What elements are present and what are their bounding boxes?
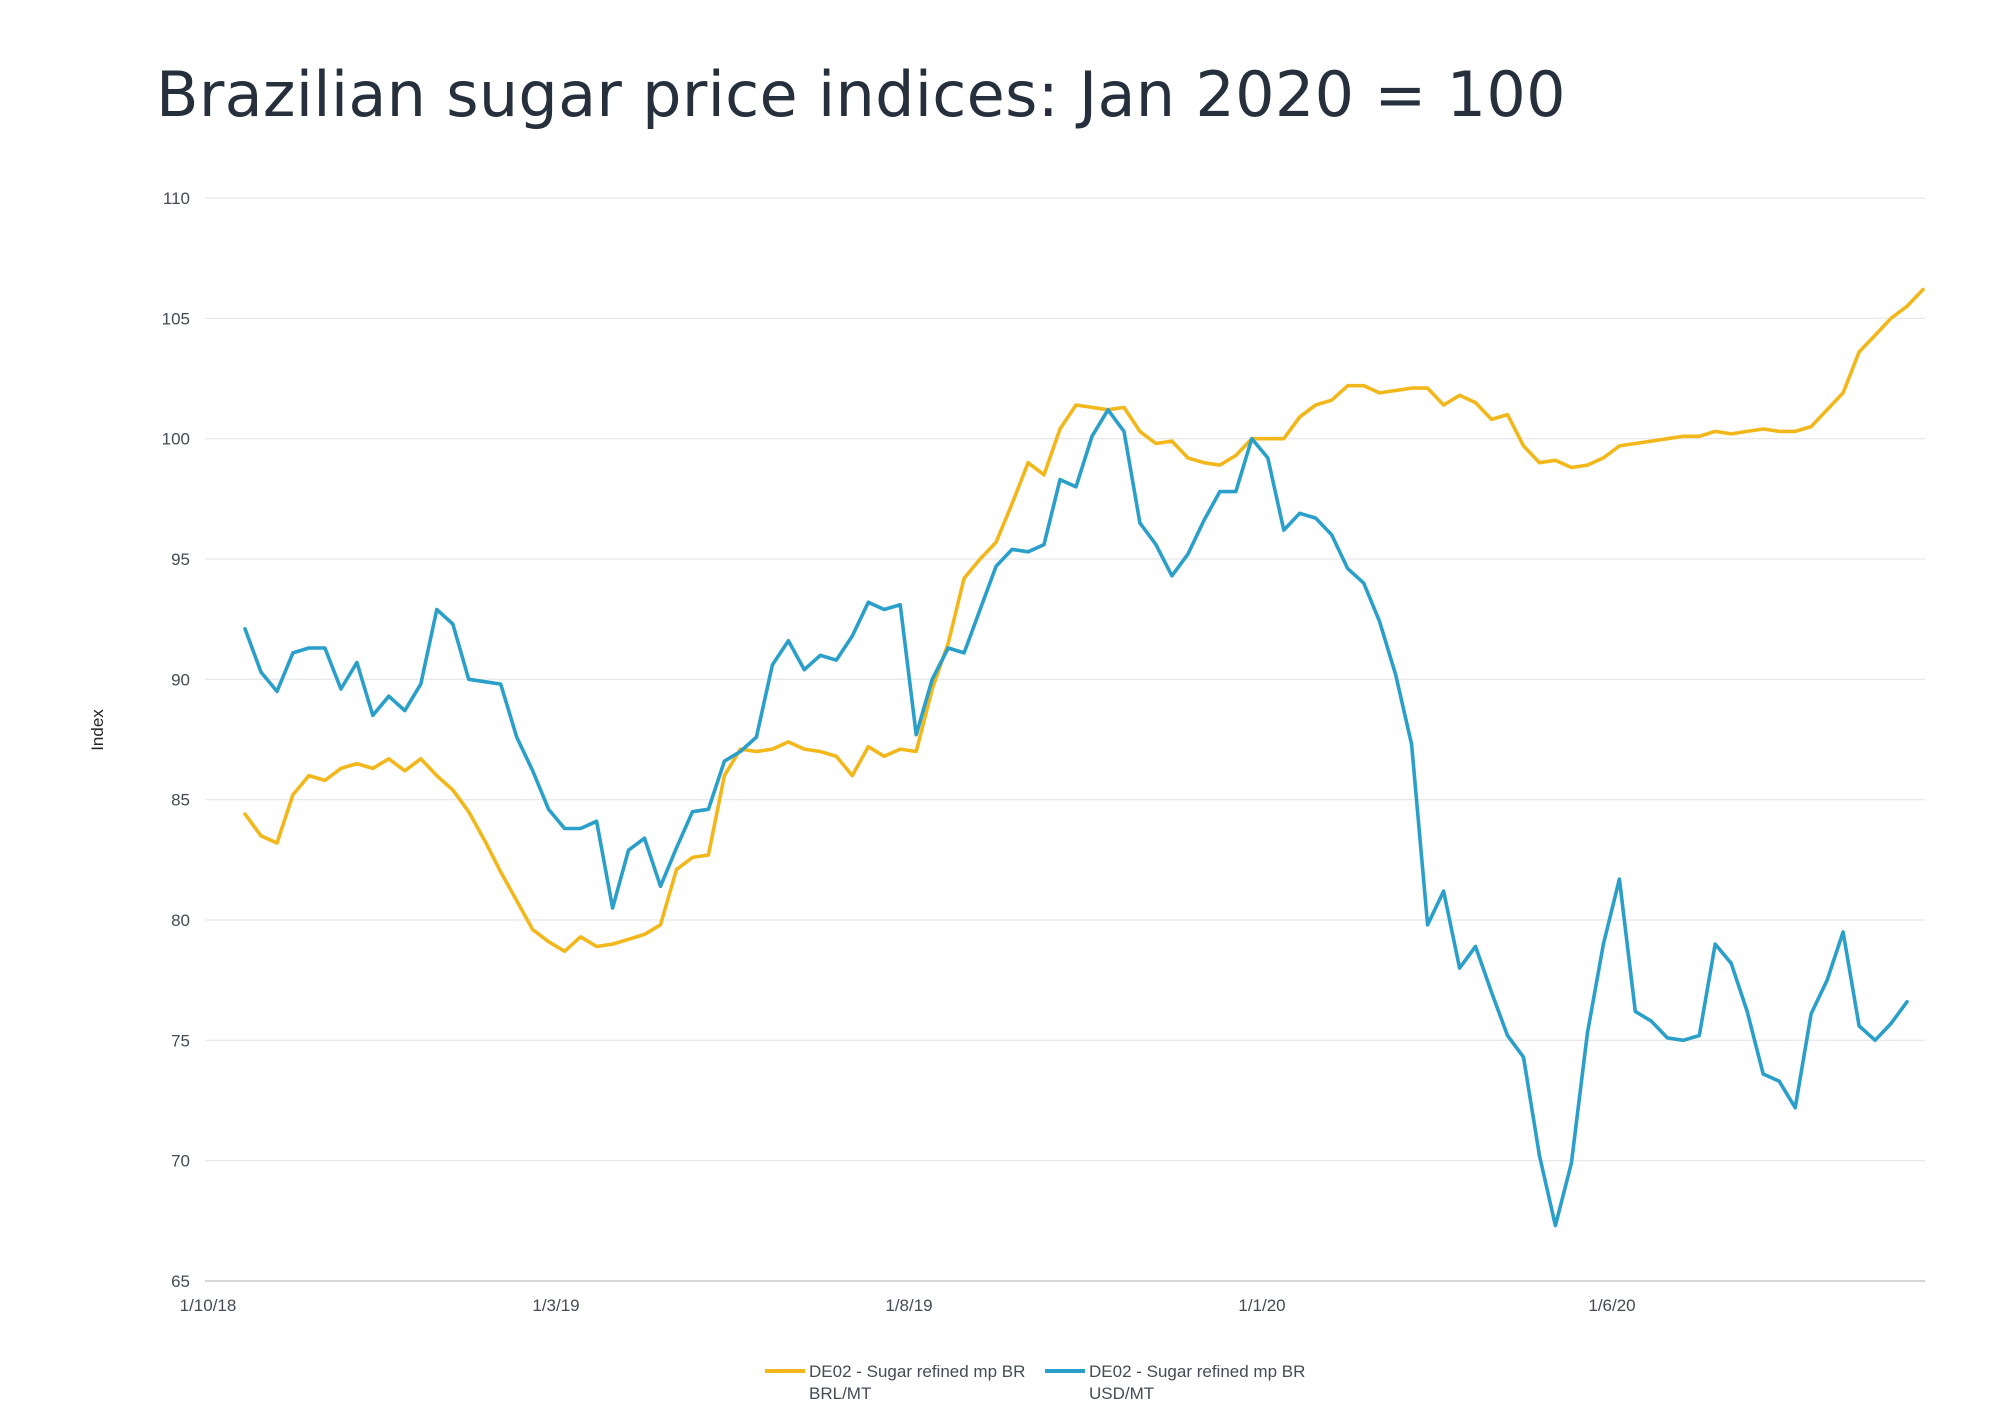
y-tick-label: 100: [162, 430, 190, 449]
x-tick-label: 1/10/18: [180, 1296, 237, 1315]
y-tick-label: 65: [171, 1272, 190, 1291]
y-tick-label: 75: [171, 1031, 190, 1050]
x-tick-label: 1/8/19: [885, 1296, 932, 1315]
legend-label-line2: BRL/MT: [809, 1384, 871, 1403]
x-axis-tick-labels: 1/10/18 1/3/19 1/8/19 1/1/20 1/6/20: [180, 1296, 1636, 1315]
legend-item-brl: DE02 - Sugar refined mp BR BRL/MT: [765, 1362, 1025, 1403]
y-axis-tick-labels: 65 70 75 80 85 90 95 100 105 110: [162, 189, 190, 1291]
y-tick-label: 80: [171, 911, 190, 930]
legend-item-usd: DE02 - Sugar refined mp BR USD/MT: [1045, 1362, 1305, 1403]
x-tick-label: 1/1/20: [1238, 1296, 1285, 1315]
y-tick-label: 105: [162, 309, 190, 328]
y-tick-label: 90: [171, 670, 190, 689]
legend-label-line1: DE02 - Sugar refined mp BR: [809, 1362, 1025, 1381]
y-tick-label: 70: [171, 1152, 190, 1171]
x-tick-label: 1/6/20: [1588, 1296, 1635, 1315]
y-tick-label: 85: [171, 791, 190, 810]
chart-title: Brazilian sugar price indices: Jan 2020 …: [156, 58, 1566, 131]
x-tick-label: 1/3/19: [532, 1296, 579, 1315]
legend-label-line2: USD/MT: [1089, 1384, 1154, 1403]
series-line-usd: [243, 408, 1909, 1228]
gridlines: [205, 197, 1925, 1162]
series-line-brl: [243, 287, 1925, 954]
y-axis-title: Index: [88, 709, 107, 751]
series-lines: [243, 287, 1925, 1228]
legend-label-line1: DE02 - Sugar refined mp BR: [1089, 1362, 1305, 1381]
y-tick-label: 110: [163, 189, 190, 208]
y-tick-label: 95: [171, 550, 190, 569]
